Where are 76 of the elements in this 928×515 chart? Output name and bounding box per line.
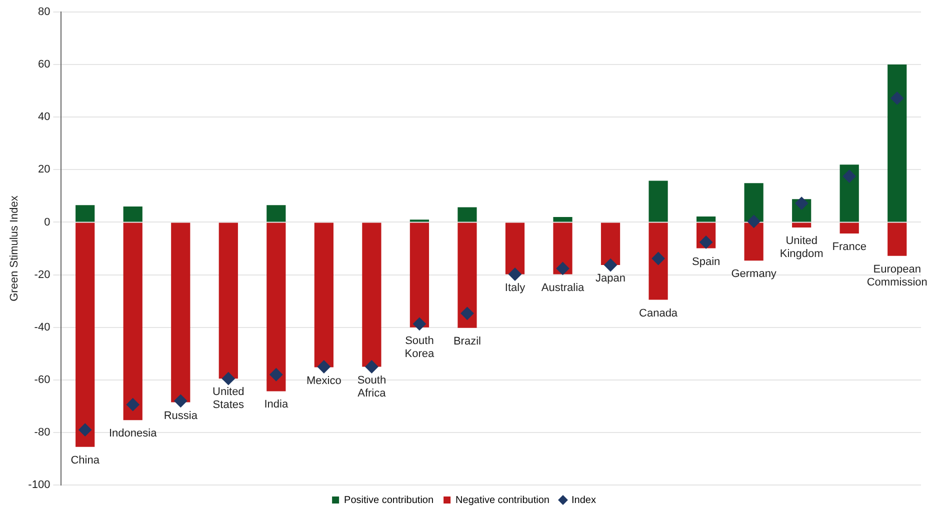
point — [604, 258, 618, 272]
bar — [171, 222, 190, 402]
bar — [744, 222, 764, 261]
point — [174, 394, 188, 408]
x-tick-label: France — [832, 241, 866, 254]
point — [652, 252, 665, 265]
y-tick-label: 60 — [38, 58, 50, 71]
x-tick-label: United States — [212, 386, 244, 412]
bar — [888, 222, 907, 256]
x-tick-label: Spain — [692, 256, 720, 268]
y-tick-label: -60 — [34, 374, 50, 386]
y-tick-label: 0 — [44, 216, 50, 228]
bar — [744, 183, 764, 222]
x-tick-label: Australia — [541, 282, 586, 294]
y-tick-label: 80 — [38, 6, 50, 18]
bar — [458, 207, 477, 222]
x-tick-label: Mexico — [306, 374, 342, 387]
bar — [600, 222, 620, 266]
y-tick-label: -40 — [34, 321, 50, 334]
y-tick-label: 40 — [38, 111, 50, 124]
x-tick-label: Italy — [504, 282, 526, 294]
bar — [123, 206, 142, 222]
bar — [648, 180, 668, 222]
point — [842, 170, 856, 183]
bar — [266, 205, 286, 222]
legend-label: Positive contribution — [344, 494, 434, 506]
point — [412, 317, 426, 330]
x-tick-label: China — [70, 454, 100, 466]
point — [317, 360, 330, 374]
bar — [553, 216, 572, 222]
point — [78, 423, 92, 436]
bar — [840, 164, 859, 222]
x-tick-label: South Africa — [357, 374, 387, 400]
y-tick-label: -80 — [34, 426, 50, 438]
x-tick-label: India — [264, 398, 289, 411]
x-tick-label: Russia — [164, 410, 198, 422]
bar — [362, 222, 382, 367]
point — [365, 360, 378, 374]
x-tick-label: Japan — [596, 272, 626, 285]
legend-label: Negative contribution — [456, 494, 550, 506]
y-tick-label: -20 — [34, 268, 50, 281]
bar — [696, 216, 716, 222]
bar — [648, 222, 668, 300]
y-tick-label: 20 — [38, 164, 50, 176]
x-tick-label: Canada — [639, 307, 678, 320]
x-tick-label: Germany — [731, 268, 777, 280]
point — [556, 262, 570, 275]
point — [126, 398, 140, 412]
x-tick-label: European Commission — [866, 263, 928, 288]
y-tick-label: -100 — [28, 479, 50, 492]
point — [508, 268, 522, 281]
point — [270, 368, 283, 382]
bar — [458, 222, 477, 328]
bar — [888, 64, 907, 222]
bar — [123, 222, 142, 420]
bar — [840, 222, 859, 234]
legend-label: Index — [571, 494, 596, 506]
bar — [266, 222, 286, 392]
point — [747, 214, 760, 228]
point — [460, 306, 474, 320]
point — [795, 196, 808, 210]
bar — [76, 205, 95, 222]
bar — [792, 222, 812, 228]
x-tick-label: United Kingdom — [780, 235, 824, 260]
x-tick-label: Indonesia — [109, 428, 158, 440]
bar — [410, 222, 430, 328]
point — [222, 372, 235, 386]
y-axis-title: Green Stimulus Index — [8, 195, 21, 302]
x-tick-label: South Korea — [404, 334, 436, 360]
bar — [76, 222, 95, 447]
bar — [218, 222, 238, 379]
bar — [553, 222, 572, 274]
bar — [505, 222, 525, 274]
x-tick-label: Brazil — [453, 335, 481, 348]
point — [890, 92, 904, 105]
bar — [314, 222, 334, 368]
